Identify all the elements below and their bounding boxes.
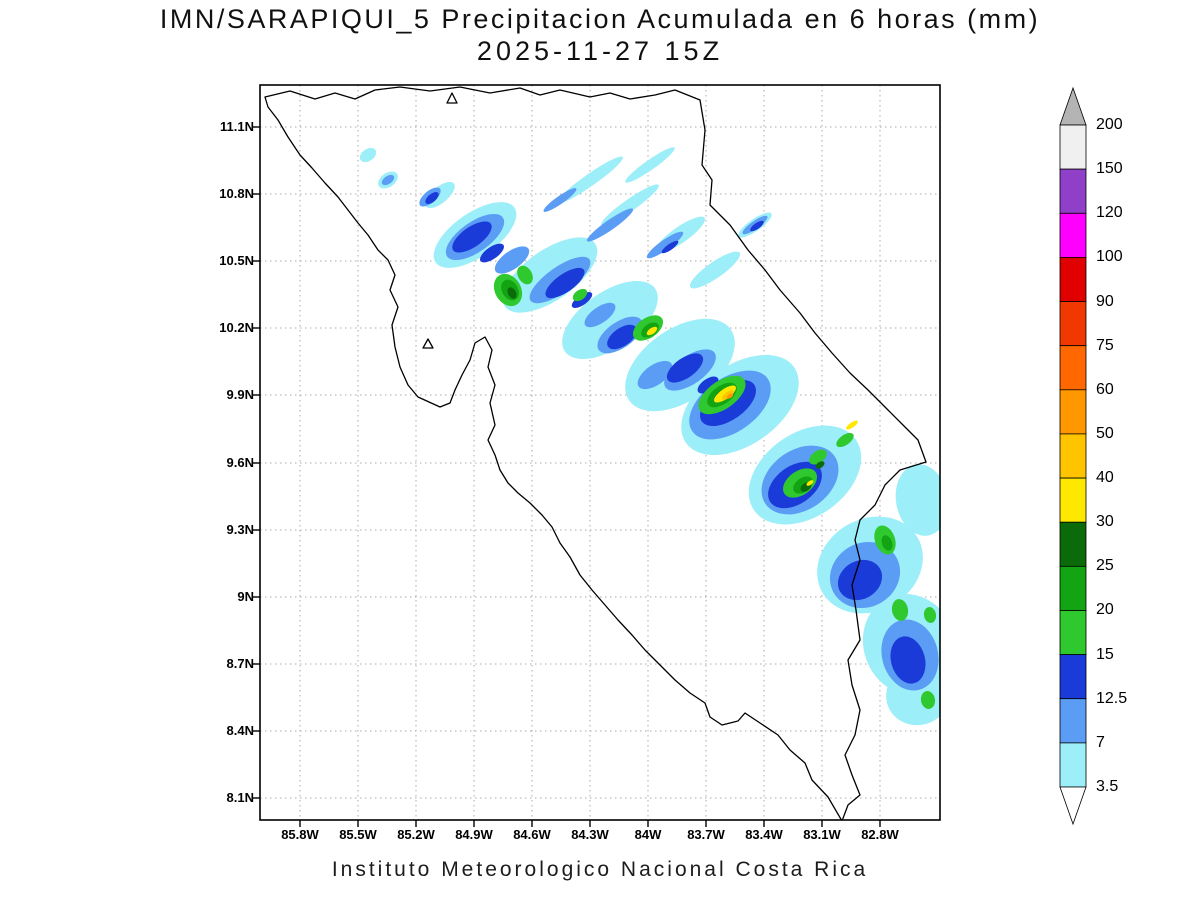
colorbar-label: 40 [1096,469,1114,486]
lat-tick-label: 8.4N [226,723,254,738]
colorbar-label: 15 [1096,646,1114,663]
map-plot [253,84,941,827]
colorbar-label: 120 [1096,204,1123,221]
precip-band-40mm [722,390,734,400]
lat-tick-label: 8.7N [226,656,254,671]
lon-tick-label: 84.6W [513,827,551,842]
lon-tick-label: 84.3W [571,827,609,842]
colorbar-arrow-bottom [1059,786,1087,826]
colorbar-label: 90 [1096,293,1114,310]
lon-tick-label: 85.5W [339,827,377,842]
colorbar-label: 75 [1096,337,1114,354]
precipitation-field [359,147,940,726]
page-subtitle-datetime: 2025-11-27 15Z [476,36,724,66]
lat-tick-label: 10.8N [219,186,254,201]
colorbar-label: 25 [1096,557,1114,574]
lon-tick-label: 83.1W [803,827,841,842]
lon-tick-label: 84.9W [455,827,493,842]
colorbar-label: 7 [1096,734,1105,751]
plot-frame [259,84,941,821]
lat-tick-label: 9.3N [226,522,254,537]
axis-tick-marks [253,126,881,827]
lat-tick-label: 9N [237,589,254,604]
institution-footer: Instituto Meteorologico Nacional Costa R… [331,858,869,881]
lat-tick-label: 10.2N [219,320,254,335]
lon-tick-label: 85.8W [281,827,319,842]
lat-tick-label: 9.9N [226,387,254,402]
colorbar [1059,86,1087,826]
colorbar-label: 30 [1096,513,1114,530]
lon-tick-label: 83.7W [687,827,725,842]
lat-tick-label: 9.6N [226,455,254,470]
lon-tick-label: 82.8W [861,827,899,842]
colorbar-arrow-top [1059,86,1087,126]
costa-rica-coastline [264,86,927,820]
colorbar-label: 150 [1096,160,1123,177]
lon-tick-label: 84W [634,827,662,842]
colorbar-label: 12.5 [1096,690,1128,707]
colorbar-label: 100 [1096,248,1123,265]
lat-tick-label: 10.5N [219,253,254,268]
lon-tick-label: 85.2W [397,827,435,842]
colorbar-label: 3.5 [1096,778,1119,795]
colorbar-label: 20 [1096,601,1114,618]
colorbar-label: 200 [1096,116,1123,133]
precip-band-50mm [726,393,734,399]
precip-band-3p5mm [359,147,940,726]
lon-tick-label: 83.4W [745,827,783,842]
lat-tick-label: 11.1N [220,119,254,134]
page-title: IMN/SARAPIQUI_5 Precipitacion Acumulada … [159,4,1041,34]
colorbar-label: 60 [1096,381,1114,398]
colorbar-label: 50 [1096,425,1114,442]
lat-tick-label: 8.1N [226,790,254,805]
